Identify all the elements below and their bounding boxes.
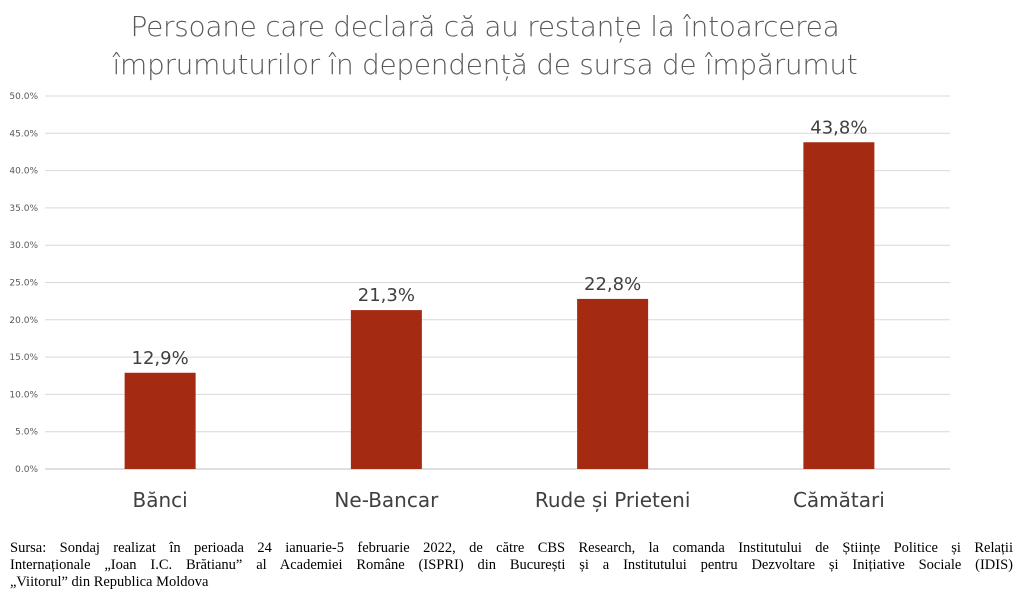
y-tick-label: 50.0% — [9, 92, 38, 102]
y-tick-label: 45.0% — [9, 129, 38, 139]
y-tick-label: 35.0% — [9, 204, 38, 214]
source-line-1: Sursa: Sondaj realizat în perioada 24 ia… — [10, 540, 1013, 556]
data-label: 43,8% — [810, 117, 867, 138]
y-tick-label: 0.0% — [15, 465, 38, 475]
chart-title-line-2: împrumuturilor în dependență de sursa de… — [112, 48, 858, 81]
y-tick-label: 30.0% — [9, 241, 38, 251]
y-tick-label: 20.0% — [9, 316, 38, 326]
bar — [350, 310, 422, 469]
y-tick-label: 15.0% — [9, 353, 38, 363]
bar — [803, 142, 875, 469]
source-line-2: Internaționale „Ioan I.C. Brătianu” al A… — [10, 557, 1013, 573]
x-tick-label: Cămătari — [793, 488, 885, 512]
data-label: 12,9% — [132, 348, 189, 369]
x-tick-label: Ne-Bancar — [334, 488, 439, 512]
x-tick-label: Rude și Prieteni — [535, 488, 691, 512]
y-tick-label: 5.0% — [15, 428, 38, 438]
chart-title-line-1: Persoane care declară că au restanțe la … — [130, 10, 840, 43]
bar — [124, 372, 196, 469]
chart-title: Persoane care declară că au restanțe la … — [0, 8, 970, 84]
bar — [577, 298, 649, 469]
bar-chart: 0.0% 5.0% 10.0% 15.0% 20.0% 25.0% 30.0% 35.0% 40… — [9, 92, 950, 512]
y-tick-label: 10.0% — [9, 390, 38, 400]
x-tick-label: Bănci — [133, 488, 188, 512]
data-label: 22,8% — [584, 274, 641, 295]
data-label: 21,3% — [358, 285, 415, 306]
y-tick-label: 25.0% — [9, 279, 38, 289]
y-tick-label: 40.0% — [9, 167, 38, 177]
source-line-3: „Viitorul” din Republica Moldova — [10, 574, 209, 590]
source-note: Sursa: Sondaj realizat în perioada 24 ia… — [10, 540, 1013, 591]
